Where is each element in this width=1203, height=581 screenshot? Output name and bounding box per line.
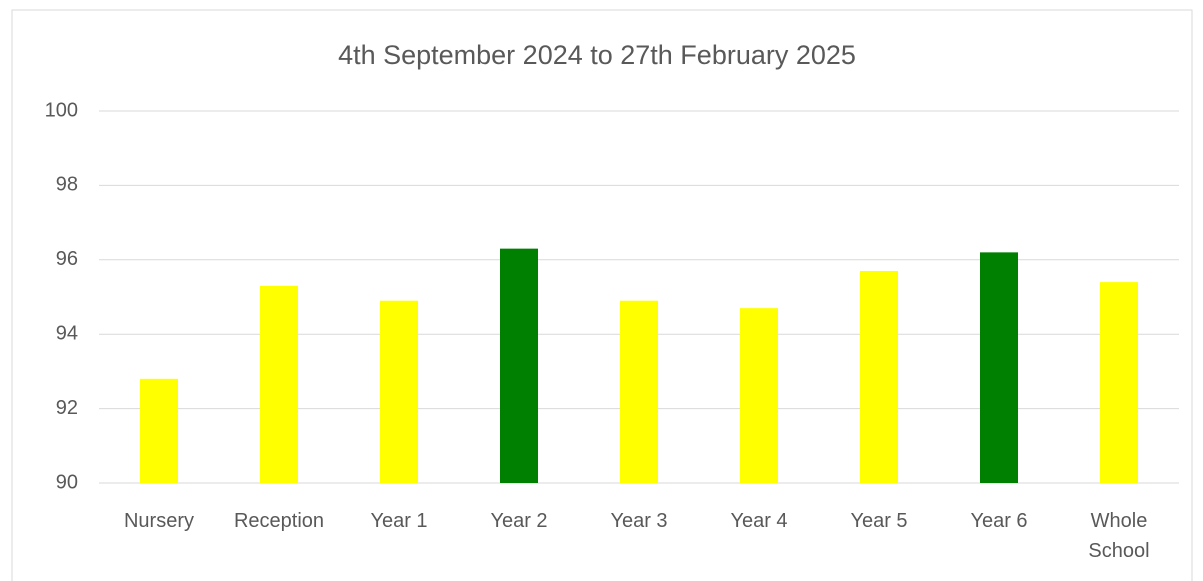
x-tick-label: Year 4 [730, 510, 788, 532]
x-tick-label: Year 6 [970, 510, 1028, 532]
y-tick-label: 100 [45, 99, 78, 121]
chart-title: 4th September 2024 to 27th February 2025 [338, 40, 856, 70]
y-tick-label: 94 [56, 322, 78, 344]
bar [140, 378, 178, 483]
bar [860, 270, 898, 483]
bar [380, 300, 418, 483]
x-tick-label: Whole School [1088, 510, 1150, 562]
y-tick-label: 96 [56, 248, 78, 270]
x-tick-label: Year 5 [850, 510, 908, 532]
bar [980, 252, 1018, 483]
y-tick-label: 98 [56, 174, 78, 196]
x-tick-label: Nursery [123, 510, 194, 532]
y-tick-label: 90 [56, 471, 78, 493]
x-tick-label: Reception [233, 510, 325, 532]
x-tick-label: Year 2 [490, 510, 548, 532]
bar [620, 300, 658, 483]
bar [740, 308, 778, 483]
x-tick-label: Year 1 [370, 510, 428, 532]
bar [500, 248, 538, 483]
y-tick-label: 92 [56, 397, 78, 419]
bar [260, 285, 298, 483]
bar [1100, 282, 1138, 483]
x-tick-label: Year 3 [610, 510, 668, 532]
